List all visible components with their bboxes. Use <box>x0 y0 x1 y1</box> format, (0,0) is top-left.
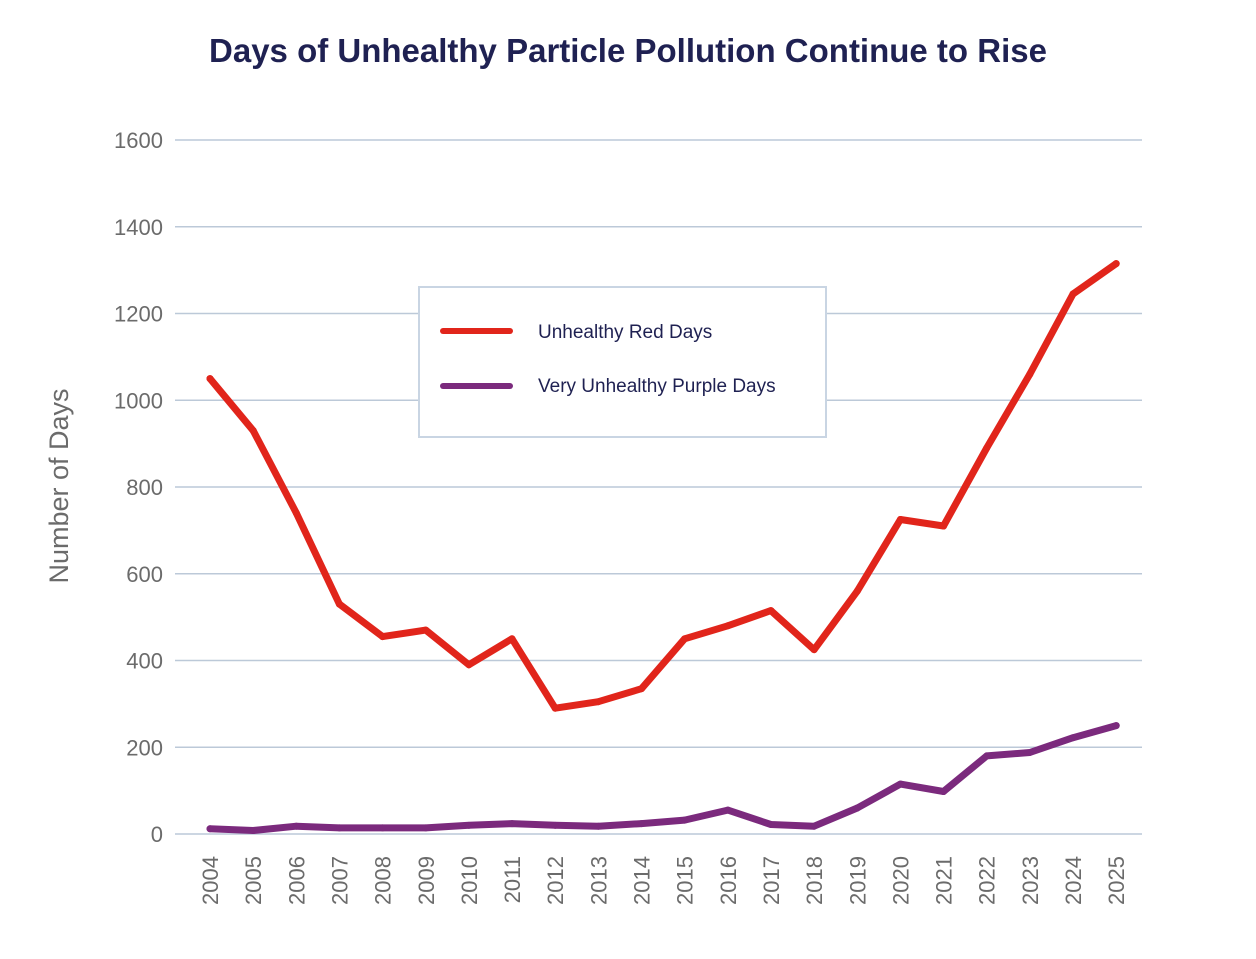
x-tick-label-2021: 2021 <box>932 856 957 905</box>
data-point-0-2014 <box>638 685 645 693</box>
x-tick-label-2018: 2018 <box>802 856 827 905</box>
legend-box <box>418 286 827 438</box>
x-tick-label-2004: 2004 <box>198 856 223 905</box>
series-line-1 <box>206 722 1120 834</box>
y-tick-label-800: 800 <box>126 475 163 500</box>
x-tick-label-2010: 2010 <box>457 856 482 905</box>
chart-title: Days of Unhealthy Particle Pollution Con… <box>209 32 1047 69</box>
x-tick-label-2015: 2015 <box>673 856 698 905</box>
data-point-0-2015 <box>681 635 689 643</box>
y-tick-label-1200: 1200 <box>114 302 163 327</box>
x-tick-label-2014: 2014 <box>630 856 655 905</box>
data-point-0-2024 <box>1069 290 1077 298</box>
data-point-1-2006 <box>292 822 300 830</box>
data-point-1-2009 <box>422 824 430 832</box>
data-point-1-2011 <box>508 820 516 828</box>
data-point-0-2005 <box>249 427 257 435</box>
data-point-0-2019 <box>853 587 861 595</box>
data-point-1-2005 <box>249 827 257 835</box>
data-point-1-2004 <box>206 825 214 833</box>
legend-label-purple: Very Unhealthy Purple Days <box>538 376 776 397</box>
x-tick-label-2025: 2025 <box>1104 856 1129 905</box>
x-tick-label-2024: 2024 <box>1061 856 1086 905</box>
data-point-0-2006 <box>292 509 300 517</box>
data-point-0-2016 <box>724 622 732 630</box>
y-tick-label-400: 400 <box>126 649 163 674</box>
data-point-0-2004 <box>206 375 214 383</box>
x-tick-label-2006: 2006 <box>284 856 309 905</box>
data-point-0-2011 <box>508 635 516 643</box>
data-point-1-2025 <box>1112 722 1120 730</box>
data-point-0-2021 <box>940 522 948 530</box>
y-tick-label-200: 200 <box>126 735 163 760</box>
data-point-0-2007 <box>335 600 343 608</box>
data-point-0-2012 <box>551 704 559 712</box>
data-point-0-2013 <box>594 698 602 706</box>
x-tick-label-2016: 2016 <box>716 856 741 905</box>
data-point-0-2025 <box>1112 260 1120 268</box>
data-point-1-2008 <box>379 824 387 832</box>
x-tick-label-2013: 2013 <box>586 856 611 905</box>
data-point-1-2022 <box>983 752 991 760</box>
data-point-1-2018 <box>810 822 818 830</box>
data-point-1-2019 <box>853 804 861 812</box>
data-point-0-2009 <box>422 626 430 634</box>
data-point-1-2021 <box>940 787 948 795</box>
legend-label-red: Unhealthy Red Days <box>538 322 712 343</box>
data-point-1-2007 <box>335 824 343 832</box>
x-tick-label-2017: 2017 <box>759 856 784 905</box>
x-tick-label-2012: 2012 <box>543 856 568 905</box>
data-point-1-2013 <box>594 822 602 830</box>
data-point-0-2008 <box>379 633 387 641</box>
x-tick-label-2023: 2023 <box>1018 856 1043 905</box>
data-point-0-2010 <box>465 661 473 669</box>
x-tick-label-2007: 2007 <box>327 856 352 905</box>
y-tick-label-1400: 1400 <box>114 215 163 240</box>
data-series <box>206 260 1120 835</box>
data-point-1-2024 <box>1069 734 1077 742</box>
data-point-1-2017 <box>767 820 775 828</box>
y-tick-label-600: 600 <box>126 562 163 587</box>
legend: Unhealthy Red Days Very Unhealthy Purple… <box>418 286 827 438</box>
data-point-1-2012 <box>551 821 559 829</box>
x-tick-label-2020: 2020 <box>888 856 913 905</box>
x-tick-label-2008: 2008 <box>371 856 396 905</box>
x-tick-label-2019: 2019 <box>845 856 870 905</box>
grid-lines <box>175 139 1142 835</box>
y-tick-label-0: 0 <box>151 822 163 847</box>
x-tick-label-2005: 2005 <box>241 856 266 905</box>
data-point-1-2023 <box>1026 748 1034 756</box>
data-point-0-2023 <box>1026 370 1034 378</box>
x-axis-ticks: 2004 2005 2006 2007 2008 2009 2010 2011 2012 2013… <box>198 856 1129 905</box>
data-point-1-2014 <box>638 820 645 828</box>
x-tick-label-2022: 2022 <box>975 856 1000 905</box>
data-point-1-2020 <box>896 780 904 788</box>
y-axis-ticks: 0 200 400 600 800 1000 1200 1400 1600 <box>114 128 163 847</box>
x-tick-label-2011: 2011 <box>500 856 525 903</box>
data-point-0-2017 <box>767 607 775 615</box>
data-point-1-2010 <box>465 821 473 829</box>
y-tick-label-1600: 1600 <box>114 128 163 153</box>
x-tick-label-2009: 2009 <box>414 856 439 905</box>
y-axis-label: Number of Days <box>44 388 74 583</box>
y-tick-label-1000: 1000 <box>114 388 163 413</box>
data-point-1-2016 <box>724 806 732 814</box>
data-point-0-2020 <box>896 516 904 524</box>
data-point-0-2018 <box>810 646 818 654</box>
data-point-0-2022 <box>983 444 991 452</box>
series-line-0 <box>206 260 1120 712</box>
data-point-1-2015 <box>681 816 689 824</box>
